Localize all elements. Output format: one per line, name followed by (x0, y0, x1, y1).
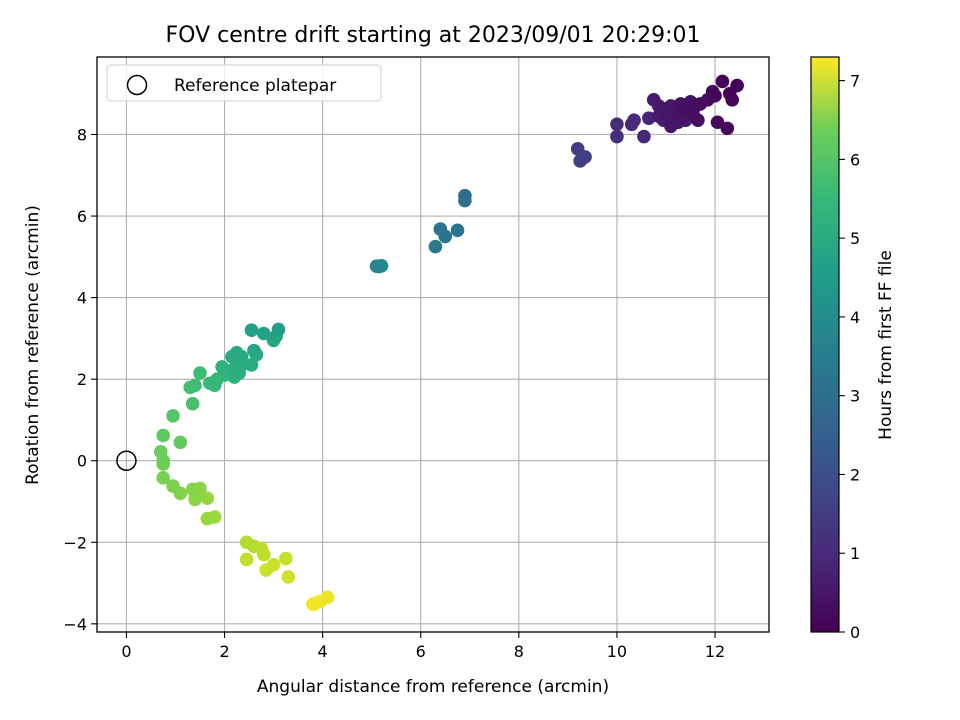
scatter-point (433, 222, 448, 236)
legend: Reference platepar (106, 64, 382, 102)
x-tick-label: 12 (705, 642, 725, 661)
scatter-points (153, 74, 744, 612)
chart-title: FOV centre drift starting at 2023/09/01 … (166, 23, 701, 48)
colorbar-tick-label: 5 (850, 229, 860, 248)
y-tick-label: 8 (77, 125, 87, 144)
scatter-point (369, 259, 384, 274)
colorbar-tick-label: 3 (850, 387, 860, 406)
legend-box (106, 64, 382, 102)
scatter-point (200, 511, 215, 526)
colorbar-ticks: 0 1 2 3 4 5 6 7 (839, 72, 860, 642)
y-axis-ticks: −4 −2 0 2 4 6 8 (63, 125, 97, 634)
scatter-point (239, 552, 254, 567)
y-axis-label: Rotation from reference (arcmin) (23, 205, 43, 485)
x-tick-label: 0 (121, 642, 131, 661)
scatter-point (637, 129, 651, 144)
scatter-point (715, 74, 730, 89)
scatter-point (173, 435, 188, 450)
x-axis-label: Angular distance from reference (arcmin) (257, 677, 609, 697)
x-tick-label: 6 (416, 642, 426, 661)
scatter-point (281, 570, 296, 584)
colorbar-tick-label: 0 (850, 623, 860, 642)
scatter-point (156, 428, 171, 443)
scatter-point (266, 557, 281, 572)
colorbar-gradient (811, 57, 839, 632)
colorbar-tick-label: 2 (850, 465, 860, 484)
scatter-point (153, 444, 168, 459)
colorbar-frame (810, 56, 840, 633)
scatter-point (610, 117, 624, 132)
scatter-point (428, 239, 443, 254)
y-tick-label: 4 (77, 289, 87, 308)
x-tick-label: 10 (607, 642, 627, 661)
scatter-point (458, 188, 472, 203)
y-tick-label: 2 (77, 370, 87, 389)
scatter-point (244, 358, 259, 372)
x-tick-label: 8 (514, 642, 524, 661)
scatter-point (271, 322, 286, 337)
scatter-point (691, 113, 705, 128)
x-tick-label: 2 (219, 642, 229, 661)
scatter-point (185, 396, 200, 411)
scatter-point (188, 378, 202, 393)
scatter-point (320, 590, 335, 605)
reference-point-marker (116, 450, 137, 471)
scatter-point (193, 366, 207, 380)
plot-frame (96, 56, 770, 633)
colorbar-label: Hours from first FF file (876, 250, 896, 440)
x-tick-label: 4 (318, 642, 328, 661)
plot-background (97, 57, 769, 632)
colorbar-tick-label: 6 (850, 150, 860, 169)
plot-area: 0 2 4 6 8 10 12 −4 −2 0 2 4 6 8 (63, 56, 770, 661)
scatter-point (229, 345, 244, 360)
scatter-point (708, 88, 722, 103)
scatter-point (720, 121, 735, 136)
y-tick-label: −2 (63, 533, 87, 552)
y-tick-label: 6 (77, 207, 87, 226)
scatter-point (627, 113, 641, 128)
scatter-point (247, 343, 261, 358)
scatter-point (610, 129, 624, 144)
legend-label: Reference platepar (174, 76, 336, 96)
x-axis-ticks: 0 2 4 6 8 10 12 (121, 632, 725, 661)
scatter-point (710, 115, 725, 130)
scatter-point (279, 551, 293, 566)
scatter-point (166, 479, 180, 493)
y-tick-label: 0 (77, 452, 87, 471)
scatter-point (730, 78, 744, 93)
scatter-point (166, 409, 180, 423)
scatter-point (156, 471, 171, 485)
colorbar: 0 1 2 3 4 5 6 7 Hours from first FF file (810, 56, 896, 642)
legend-marker (126, 74, 148, 96)
colorbar-tick-label: 7 (850, 72, 860, 91)
scatter-point (256, 326, 271, 341)
scatter-point (570, 141, 585, 156)
scatter-point (239, 535, 254, 550)
scatter-point (450, 223, 465, 238)
colorbar-tick-label: 1 (850, 544, 860, 563)
scatter-point (215, 360, 229, 374)
scatter-point (185, 482, 200, 497)
colorbar-tick-label: 4 (850, 308, 860, 327)
y-tick-label: −4 (63, 615, 87, 634)
scatter-point (244, 323, 259, 338)
